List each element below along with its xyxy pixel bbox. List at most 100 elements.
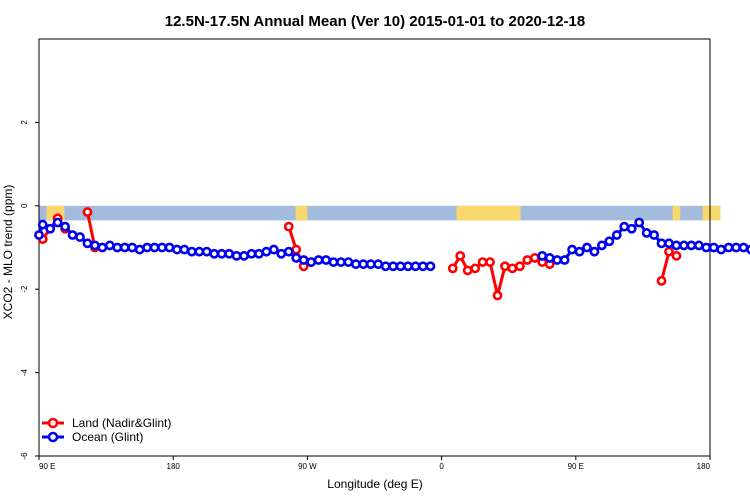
data-point-ocean <box>596 240 607 251</box>
data-point-ocean <box>567 244 577 255</box>
data-point-ocean <box>268 244 279 255</box>
data-point-ocean <box>313 255 324 265</box>
data-point-land <box>470 263 481 274</box>
data-point-ocean <box>365 259 376 270</box>
legend: Land (Nadir&Glint) Ocean (Glint) <box>42 416 171 444</box>
data-point-ocean <box>537 250 548 261</box>
x-tick-label: 90 E <box>568 462 584 471</box>
data-point-ocean <box>52 217 63 228</box>
data-point-ocean <box>693 240 704 251</box>
data-point-ocean <box>239 250 249 261</box>
data-point-land <box>507 263 518 274</box>
mask-band-layer <box>39 205 721 221</box>
y-tick-label: -2 <box>20 285 29 293</box>
data-point-ocean <box>37 219 48 230</box>
y-axis-label: XCO2 - MLO trend (ppm) <box>1 185 15 320</box>
data-point-ocean <box>194 246 205 257</box>
data-point-ocean <box>746 244 750 255</box>
data-point-ocean <box>604 236 615 247</box>
data-point-land <box>82 207 93 217</box>
data-point-ocean <box>664 238 674 249</box>
data-point-ocean <box>626 223 637 234</box>
data-point-ocean <box>179 244 190 255</box>
data-point-ocean <box>343 257 354 267</box>
land-mask-segment <box>702 205 721 221</box>
data-point-land <box>492 290 503 301</box>
data-point-ocean <box>373 259 384 270</box>
ocean-mask-band <box>39 205 710 221</box>
data-point-ocean <box>127 242 138 253</box>
legend-marker-ocean <box>47 431 59 443</box>
data-point-ocean <box>738 242 749 253</box>
data-point-ocean <box>246 248 257 259</box>
data-point-land <box>447 263 458 274</box>
data-point-ocean <box>82 238 93 249</box>
data-point-ocean <box>298 255 309 265</box>
data-point-ocean <box>157 242 167 253</box>
data-point-ocean <box>418 261 428 272</box>
x-tick-label: 0 <box>439 462 444 471</box>
data-point-land <box>477 257 488 267</box>
series-ocean <box>34 217 750 272</box>
data-point-ocean <box>634 217 645 228</box>
data-point-ocean <box>283 246 294 257</box>
data-point-ocean <box>134 244 145 255</box>
data-point-land <box>656 275 667 286</box>
data-point-ocean <box>164 242 175 253</box>
data-point-ocean <box>641 228 652 238</box>
data-point-ocean <box>142 242 153 253</box>
x-axis: 90 E 180 90 W 0 90 E 180 <box>38 456 711 471</box>
y-tick-label: -6 <box>20 452 29 460</box>
data-point-ocean <box>582 242 592 253</box>
data-point-ocean <box>679 240 689 251</box>
legend-label-land: Land (Nadir&Glint) <box>72 416 171 430</box>
data-point-ocean <box>276 248 287 259</box>
y-axis: -6 -4 -2 0 2 <box>20 120 39 460</box>
data-point-land <box>455 250 466 261</box>
data-point-ocean <box>388 261 399 272</box>
land-mask-segment <box>456 205 521 221</box>
data-point-land <box>664 246 674 257</box>
data-point-ocean <box>172 244 182 255</box>
legend-label-ocean: Ocean (Glint) <box>72 430 143 444</box>
data-point-ocean <box>60 221 70 232</box>
data-point-ocean <box>209 248 220 259</box>
data-point-land <box>671 250 682 261</box>
data-point-ocean <box>589 246 600 257</box>
data-point-land <box>500 261 510 272</box>
y-tick-label: -4 <box>20 368 29 376</box>
data-point-land <box>529 253 540 263</box>
data-point-ocean <box>224 248 235 259</box>
data-point-ocean <box>425 261 436 272</box>
data-point-ocean <box>34 230 44 240</box>
data-point-ocean <box>45 223 56 234</box>
y-tick-label: 2 <box>20 120 29 125</box>
data-point-ocean <box>350 259 361 270</box>
data-point-ocean <box>358 259 369 270</box>
data-point-land <box>462 265 473 276</box>
land-mask-segment <box>672 205 681 221</box>
data-point-ocean <box>291 253 302 263</box>
data-point-ocean <box>403 261 413 272</box>
data-point-ocean <box>216 248 227 259</box>
chart-title: 12.5N-17.5N Annual Mean (Ver 10) 2015-01… <box>165 13 585 30</box>
data-point-ocean <box>90 240 100 251</box>
data-point-ocean <box>701 242 712 253</box>
data-point-ocean <box>619 221 630 232</box>
data-point-ocean <box>723 242 734 253</box>
data-point-ocean <box>67 230 78 240</box>
data-point-ocean <box>574 246 585 257</box>
data-point-ocean <box>731 242 741 253</box>
data-point-ocean <box>321 255 331 265</box>
x-tick-label: 90 W <box>298 462 317 471</box>
data-point-ocean <box>395 261 406 272</box>
x-tick-label: 180 <box>697 462 711 471</box>
x-axis-label: Longitude (deg E) <box>327 477 422 491</box>
y-tick-label: 0 <box>20 203 29 208</box>
data-point-land <box>522 255 533 265</box>
data-point-ocean <box>716 244 727 255</box>
land-mask-segment <box>295 205 308 221</box>
data-point-ocean <box>410 261 421 272</box>
legend-marker-land <box>47 417 59 429</box>
data-point-ocean <box>254 248 264 259</box>
